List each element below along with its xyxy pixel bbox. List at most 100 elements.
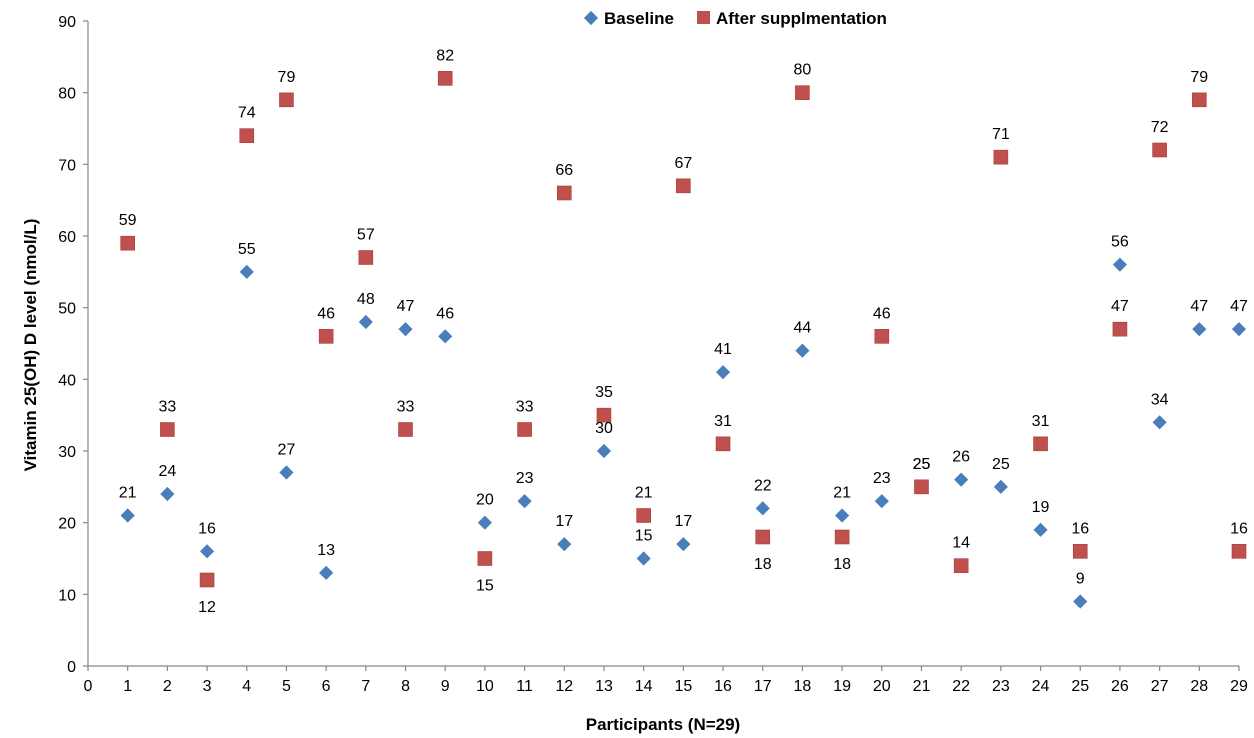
data-label-baseline: 17 <box>555 513 573 530</box>
data-label-baseline: 48 <box>357 291 375 308</box>
legend-marker-baseline <box>583 10 599 26</box>
point-baseline <box>835 508 850 523</box>
x-tick-label: 22 <box>952 678 970 695</box>
point-after-supplementation <box>1152 142 1167 158</box>
point-after-supplementation <box>199 572 215 588</box>
x-tick-label: 1 <box>123 678 132 695</box>
point-baseline <box>993 479 1008 494</box>
point-after-supplementation <box>437 71 453 86</box>
point-baseline <box>596 443 612 459</box>
point-after-supplementation <box>1231 544 1247 559</box>
legend-label-after-supplementation: After supplmentation <box>716 9 887 28</box>
x-tick-label: 8 <box>401 678 410 695</box>
data-label-baseline: 24 <box>158 463 176 480</box>
point-after-supplementation <box>636 508 651 523</box>
data-label-baseline: 20 <box>476 492 494 509</box>
data-label-baseline: 21 <box>119 485 137 502</box>
x-tick-label: 0 <box>84 678 93 695</box>
y-tick-label: 40 <box>58 372 76 389</box>
point-after-supplementation <box>795 85 810 100</box>
data-label-baseline: 19 <box>1032 499 1050 516</box>
data-label-after-supplementation: 59 <box>119 212 137 229</box>
point-baseline <box>477 515 492 530</box>
data-label-baseline: 17 <box>674 513 692 530</box>
x-tick-label: 15 <box>674 678 692 695</box>
point-after-supplementation <box>755 529 771 545</box>
x-tick-label: 27 <box>1151 678 1169 695</box>
point-baseline <box>755 501 770 516</box>
y-tick-label: 10 <box>58 587 76 604</box>
data-label-baseline: 23 <box>516 470 534 487</box>
point-after-supplementation <box>279 92 294 108</box>
point-baseline <box>954 472 969 487</box>
data-label-after-supplementation: 33 <box>516 399 534 416</box>
data-label-baseline: 41 <box>714 341 732 358</box>
x-tick-label: 13 <box>595 678 613 695</box>
data-label-after-supplementation: 82 <box>436 47 454 64</box>
point-baseline <box>438 329 453 344</box>
point-baseline <box>239 264 254 279</box>
data-label-after-supplementation: 12 <box>198 599 216 616</box>
point-baseline <box>636 551 651 566</box>
x-tick-label: 26 <box>1111 678 1129 695</box>
data-label-after-supplementation: 31 <box>714 413 732 430</box>
point-baseline <box>319 565 334 580</box>
data-label-baseline: 25 <box>913 456 931 473</box>
x-axis-ticks: 0 1 2 3 4 5 6 7 8 9 10 11 12 13 14 15 16 17 18 19 20 21 22 23 24… <box>84 666 1248 695</box>
x-tick-label: 29 <box>1230 678 1248 695</box>
point-baseline <box>199 544 215 559</box>
point-after-supplementation <box>715 436 731 452</box>
data-label-baseline: 30 <box>595 420 613 437</box>
data-label-after-supplementation: 46 <box>873 305 891 322</box>
point-baseline <box>1112 257 1128 272</box>
data-label-after-supplementation: 35 <box>595 384 613 401</box>
data-labels-layer: 21 24 16 55 27 13 48 47 46 20 23 17 30 15 17 41 22 44 21 23… <box>119 47 1248 616</box>
point-after-supplementation <box>1033 436 1048 452</box>
data-label-after-supplementation: 71 <box>992 126 1010 143</box>
x-tick-label: 25 <box>1071 678 1089 695</box>
point-after-supplementation <box>318 329 334 344</box>
x-tick-label: 18 <box>794 678 812 695</box>
point-after-supplementation <box>160 422 175 437</box>
data-label-baseline: 22 <box>754 477 772 494</box>
data-label-baseline: 34 <box>1151 391 1169 408</box>
x-tick-label: 14 <box>635 678 653 695</box>
point-baseline <box>795 343 810 358</box>
point-after-supplementation <box>398 422 413 437</box>
data-label-after-supplementation: 14 <box>952 535 970 552</box>
point-after-supplementation <box>1112 321 1128 337</box>
legend-label-baseline: Baseline <box>604 9 674 28</box>
legend-marker-after-supplementation <box>697 11 710 24</box>
point-baseline <box>358 314 373 330</box>
x-tick-label: 3 <box>203 678 212 695</box>
data-label-baseline: 47 <box>1190 298 1208 315</box>
x-tick-label: 11 <box>516 678 533 695</box>
point-baseline <box>715 365 731 380</box>
data-label-baseline: 25 <box>992 456 1010 473</box>
point-after-supplementation <box>1192 92 1207 108</box>
data-label-baseline: 55 <box>238 241 256 258</box>
x-tick-label: 17 <box>754 678 772 695</box>
point-after-supplementation <box>676 178 691 194</box>
point-after-supplementation <box>834 529 850 545</box>
data-label-after-supplementation: 57 <box>357 227 375 244</box>
point-baseline <box>1073 594 1088 609</box>
x-tick-label: 23 <box>992 678 1010 695</box>
data-label-baseline: 21 <box>833 485 851 502</box>
data-label-after-supplementation: 74 <box>238 105 256 122</box>
data-label-baseline: 47 <box>1230 298 1248 315</box>
point-baseline <box>398 322 413 337</box>
point-baseline <box>874 494 889 509</box>
x-tick-label: 4 <box>242 678 251 695</box>
data-label-baseline: 16 <box>198 520 216 537</box>
point-after-supplementation <box>1072 544 1088 559</box>
point-after-supplementation <box>914 479 929 495</box>
y-axis-ticks: 0 10 20 30 40 50 60 70 80 90 <box>58 14 88 676</box>
data-label-after-supplementation: 72 <box>1151 119 1169 136</box>
y-tick-label: 60 <box>58 229 76 246</box>
x-tick-label: 16 <box>714 678 732 695</box>
x-tick-label: 5 <box>282 678 291 695</box>
point-after-supplementation <box>120 235 135 251</box>
data-label-after-supplementation: 79 <box>1190 69 1208 86</box>
